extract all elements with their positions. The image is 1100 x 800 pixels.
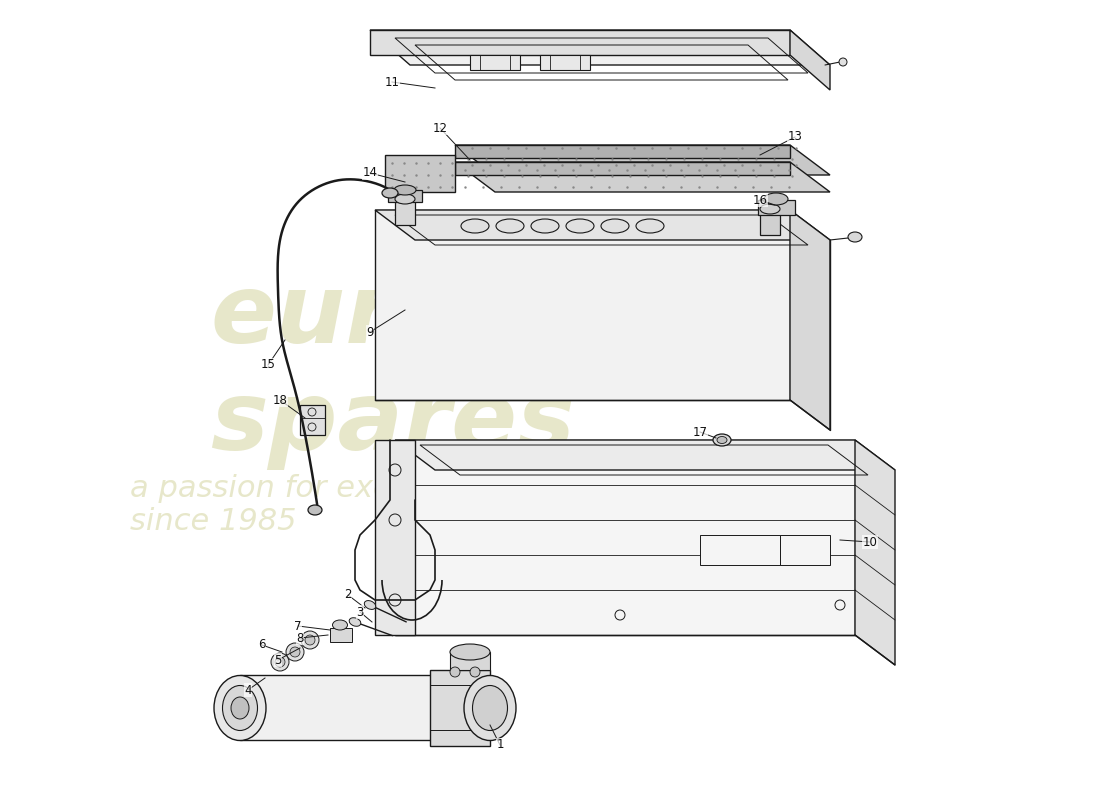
Polygon shape — [388, 190, 422, 202]
Ellipse shape — [382, 188, 398, 198]
Circle shape — [275, 657, 285, 667]
Polygon shape — [370, 30, 830, 65]
Circle shape — [470, 667, 480, 677]
Polygon shape — [790, 30, 830, 90]
Ellipse shape — [332, 620, 348, 630]
Text: 9: 9 — [366, 326, 374, 338]
Text: 16: 16 — [752, 194, 768, 206]
Ellipse shape — [364, 601, 376, 610]
Polygon shape — [370, 30, 790, 55]
Polygon shape — [375, 210, 830, 240]
Text: 6: 6 — [258, 638, 266, 651]
Polygon shape — [455, 162, 790, 175]
Text: euro
spares: euro spares — [210, 270, 575, 470]
Text: 18: 18 — [273, 394, 287, 406]
Text: 11: 11 — [385, 75, 399, 89]
Polygon shape — [700, 535, 780, 565]
Text: 14: 14 — [363, 166, 377, 179]
Polygon shape — [300, 405, 324, 435]
Polygon shape — [455, 145, 830, 175]
Polygon shape — [540, 55, 590, 70]
Polygon shape — [758, 200, 795, 215]
Polygon shape — [455, 145, 790, 158]
Text: 2: 2 — [344, 589, 352, 602]
Polygon shape — [395, 200, 415, 225]
Ellipse shape — [461, 219, 490, 233]
Polygon shape — [385, 155, 455, 192]
Text: 13: 13 — [788, 130, 802, 143]
Text: 1: 1 — [496, 738, 504, 751]
Ellipse shape — [450, 644, 490, 660]
Polygon shape — [375, 210, 790, 400]
Ellipse shape — [473, 686, 507, 730]
Circle shape — [286, 643, 304, 661]
Circle shape — [290, 647, 300, 657]
Ellipse shape — [848, 232, 862, 242]
Polygon shape — [395, 440, 855, 635]
Text: 8: 8 — [296, 631, 304, 645]
Ellipse shape — [713, 434, 732, 446]
Ellipse shape — [395, 194, 415, 204]
Circle shape — [839, 58, 847, 66]
Polygon shape — [450, 652, 490, 670]
Text: a passion for excellence
since 1985: a passion for excellence since 1985 — [130, 474, 499, 536]
Ellipse shape — [760, 204, 780, 214]
Ellipse shape — [764, 193, 788, 205]
Polygon shape — [760, 210, 780, 235]
Polygon shape — [240, 675, 490, 740]
Polygon shape — [855, 440, 895, 665]
Ellipse shape — [222, 686, 257, 730]
Text: 7: 7 — [295, 619, 301, 633]
Ellipse shape — [496, 219, 524, 233]
Polygon shape — [430, 670, 490, 746]
Text: 15: 15 — [261, 358, 275, 371]
Ellipse shape — [231, 697, 249, 719]
Ellipse shape — [308, 505, 322, 515]
Circle shape — [301, 631, 319, 649]
Text: 17: 17 — [693, 426, 707, 438]
Ellipse shape — [214, 675, 266, 741]
Circle shape — [305, 635, 315, 645]
Circle shape — [450, 667, 460, 677]
Polygon shape — [780, 535, 830, 565]
Ellipse shape — [394, 185, 416, 195]
Polygon shape — [330, 628, 352, 642]
Polygon shape — [395, 440, 895, 470]
Polygon shape — [790, 210, 830, 430]
Polygon shape — [455, 162, 830, 192]
Ellipse shape — [349, 618, 361, 626]
Text: 10: 10 — [862, 535, 878, 549]
Ellipse shape — [464, 675, 516, 741]
Circle shape — [271, 653, 289, 671]
Text: 3: 3 — [356, 606, 364, 618]
Ellipse shape — [566, 219, 594, 233]
Ellipse shape — [531, 219, 559, 233]
Ellipse shape — [601, 219, 629, 233]
Text: 5: 5 — [274, 654, 282, 666]
Text: 12: 12 — [432, 122, 448, 134]
Text: 4: 4 — [244, 683, 252, 697]
Polygon shape — [375, 440, 415, 635]
Ellipse shape — [717, 437, 727, 443]
Polygon shape — [470, 55, 520, 70]
Ellipse shape — [636, 219, 664, 233]
